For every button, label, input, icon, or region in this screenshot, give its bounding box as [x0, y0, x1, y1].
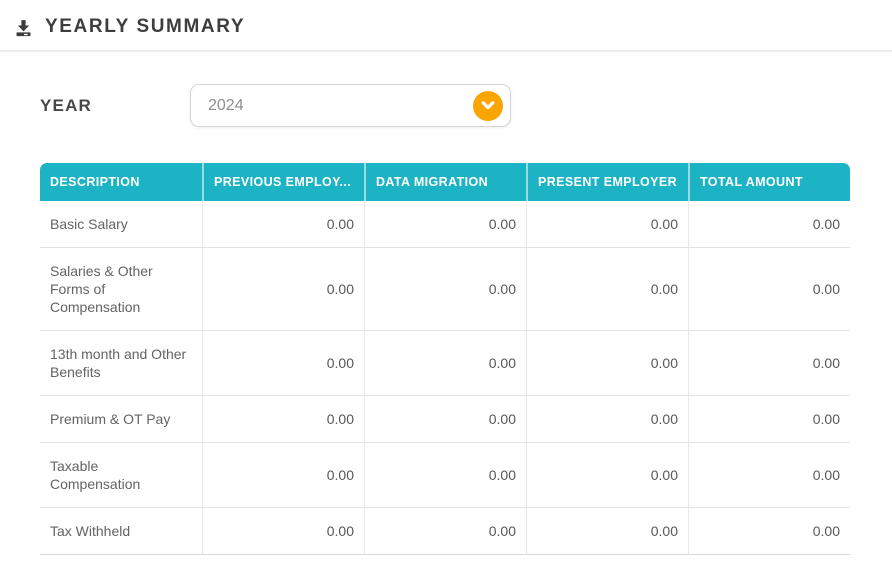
year-select[interactable]: 2024	[190, 84, 511, 127]
table-row: 13th month and Other Benefits 0.00 0.00 …	[40, 331, 850, 396]
previous-employer-cell: 0.00	[202, 201, 364, 248]
total-amount-cell: 0.00	[688, 331, 850, 396]
table-header: DESCRIPTION PREVIOUS EMPLOY... DATA MIGR…	[40, 163, 850, 201]
table-row: Salaries & Other Forms of Compensation 0…	[40, 248, 850, 331]
data-migration-cell: 0.00	[364, 201, 526, 248]
column-header-total-amount: TOTAL AMOUNT	[688, 163, 850, 201]
table-row: Premium & OT Pay 0.00 0.00 0.00 0.00	[40, 396, 850, 443]
column-header-present-employer: PRESENT EMPLOYER	[526, 163, 688, 201]
yearly-summary-table: DESCRIPTION PREVIOUS EMPLOY... DATA MIGR…	[40, 163, 850, 555]
summary-table-body: Basic Salary 0.00 0.00 0.00 0.00 Salarie…	[40, 201, 850, 555]
present-employer-cell: 0.00	[526, 443, 688, 508]
description-cell: Tax Withheld	[40, 508, 202, 555]
total-amount-cell: 0.00	[688, 201, 850, 248]
present-employer-cell: 0.00	[526, 201, 688, 248]
chevron-down-icon[interactable]	[473, 90, 503, 121]
table-row: Basic Salary 0.00 0.00 0.00 0.00	[40, 201, 850, 248]
description-cell: Taxable Compensation	[40, 443, 202, 508]
page-title: YEARLY SUMMARY	[45, 15, 246, 37]
previous-employer-cell: 0.00	[202, 508, 364, 555]
data-migration-cell: 0.00	[364, 248, 526, 331]
total-amount-cell: 0.00	[688, 443, 850, 508]
data-migration-cell: 0.00	[364, 508, 526, 555]
description-cell: Premium & OT Pay	[40, 396, 202, 443]
total-amount-cell: 0.00	[688, 248, 850, 331]
column-header-previous-employer: PREVIOUS EMPLOY...	[202, 163, 364, 201]
description-cell: 13th month and Other Benefits	[40, 331, 202, 396]
data-migration-cell: 0.00	[364, 443, 526, 508]
column-header-description: DESCRIPTION	[40, 163, 202, 201]
data-migration-cell: 0.00	[364, 331, 526, 396]
column-header-data-migration: DATA MIGRATION	[364, 163, 526, 201]
year-label: YEAR	[40, 95, 93, 115]
previous-employer-cell: 0.00	[202, 443, 364, 508]
present-employer-cell: 0.00	[526, 508, 688, 555]
present-employer-cell: 0.00	[526, 248, 688, 331]
download-icon	[13, 17, 34, 38]
previous-employer-cell: 0.00	[202, 396, 364, 443]
present-employer-cell: 0.00	[526, 331, 688, 396]
present-employer-cell: 0.00	[526, 396, 688, 443]
previous-employer-cell: 0.00	[202, 331, 364, 396]
year-select-value: 2024	[208, 96, 244, 114]
table-row: Tax Withheld 0.00 0.00 0.00 0.00	[40, 508, 850, 555]
year-filter-row: YEAR 2024	[40, 84, 850, 127]
data-migration-cell: 0.00	[364, 396, 526, 443]
table-header-row: DESCRIPTION PREVIOUS EMPLOY... DATA MIGR…	[40, 163, 850, 201]
description-cell: Salaries & Other Forms of Compensation	[40, 248, 202, 331]
total-amount-cell: 0.00	[688, 508, 850, 555]
previous-employer-cell: 0.00	[202, 248, 364, 331]
total-amount-cell: 0.00	[688, 396, 850, 443]
titlebar: YEARLY SUMMARY	[0, 0, 892, 52]
description-cell: Basic Salary	[40, 201, 202, 248]
table-row: Taxable Compensation 0.00 0.00 0.00 0.00	[40, 443, 850, 508]
main-content: YEAR 2024 DESCRIPTION PREVIOUS EMPLOY...…	[0, 84, 892, 555]
